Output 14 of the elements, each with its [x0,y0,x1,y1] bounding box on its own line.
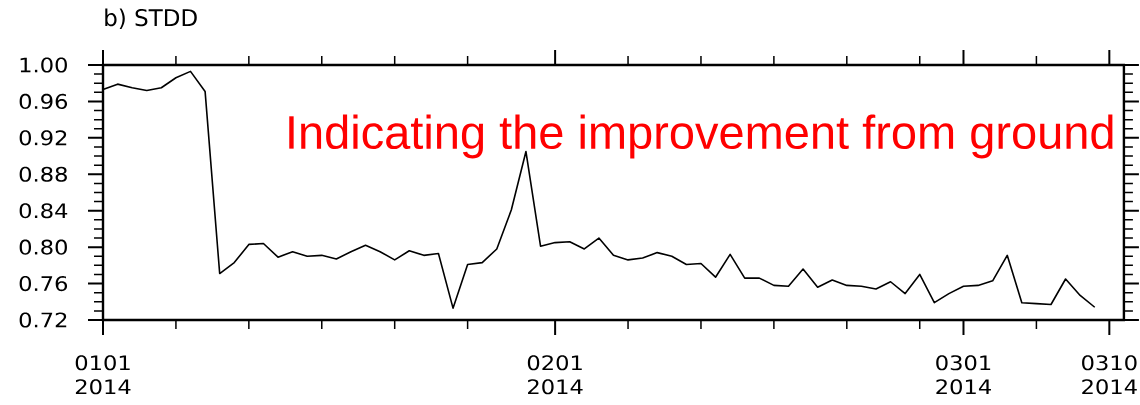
y-tick-label: 0.80 [19,239,67,255]
y-tick-label: 0.92 [19,130,67,146]
y-tick-label: 0.88 [19,166,67,182]
y-tick-label: 0.76 [19,276,68,292]
x-tick-label: 0101 2014 [75,355,131,395]
y-tick-label: 0.84 [19,203,68,219]
chart-title: b) STDD [105,8,197,30]
x-tick-label: 0201 2014 [527,355,583,395]
y-tick-label: 1.00 [20,57,67,73]
y-tick-label: 0.96 [19,93,68,109]
x-tick-label: 0310 2014 [1082,355,1137,395]
annotation: Indicating the improvement from ground [289,114,1113,159]
x-tick-label: 0301 2014 [936,355,991,395]
y-tick-label: 0.72 [19,312,67,328]
